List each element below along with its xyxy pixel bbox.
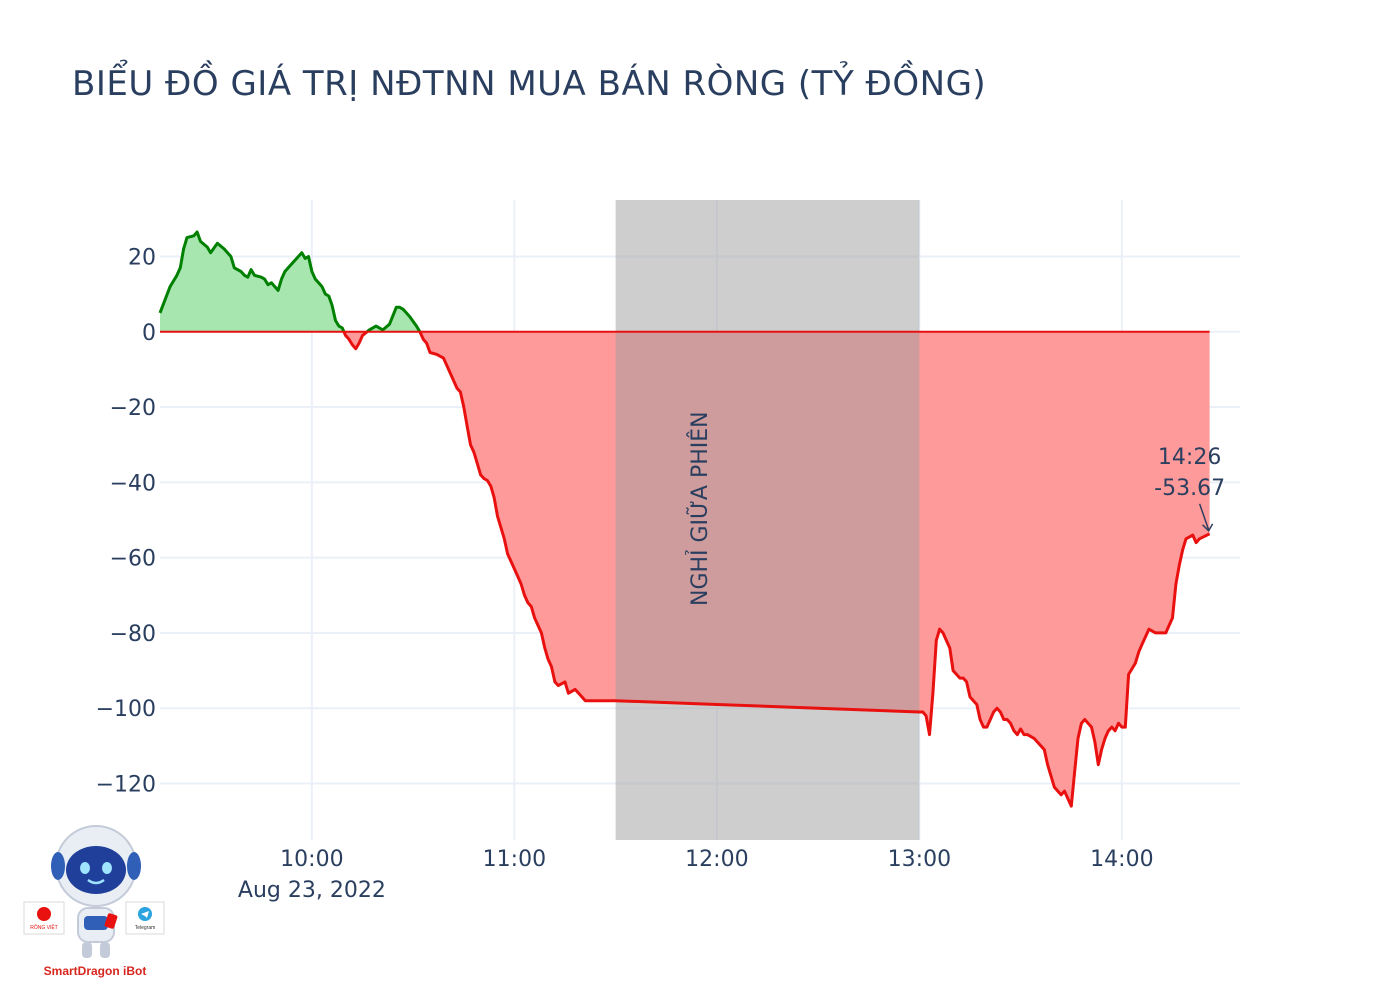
x-tick-label: 14:00 xyxy=(1090,847,1153,872)
badge-left-text: RỒNG VIỆT xyxy=(30,923,58,931)
annotation: 14:26 -53.67 xyxy=(1154,445,1225,533)
axis-ticks: 20 0 −20 −40 −60 −80 −100 −120 10:00 11:00 12:00 13… xyxy=(96,245,1154,903)
positive-series-line xyxy=(158,230,346,333)
x-tick-label: 13:00 xyxy=(888,847,951,872)
y-tick-label: 20 xyxy=(128,245,156,270)
rongviet-logo-icon xyxy=(37,907,51,921)
brand-text: SmartDragon iBot xyxy=(44,964,147,978)
positive-area xyxy=(160,232,344,332)
badge-right-text: Telegram xyxy=(135,925,156,931)
positive-series-line xyxy=(366,305,422,333)
annotation-arrowhead xyxy=(1202,523,1214,533)
negative-series-line xyxy=(418,331,1211,808)
x-tick-label: 10:00 xyxy=(280,847,343,872)
annotation-value: -53.67 xyxy=(1154,476,1225,501)
chart-title: BIỂU ĐỒ GIÁ TRỊ NĐTNN MUA BÁN RÒNG (TỶ Đ… xyxy=(72,64,987,104)
break-band: NGHỈ GIỮA PHIÊN xyxy=(615,200,920,840)
y-tick-label: 0 xyxy=(142,321,156,346)
annotation-arrow xyxy=(1198,503,1210,531)
smartdragon-logo: RỒNG VIỆT Telegram SmartDragon iBot xyxy=(23,825,165,978)
break-band-label: NGHỈ GIỮA PHIÊN xyxy=(686,411,713,606)
annotation-time: 14:26 xyxy=(1158,445,1221,470)
y-tick-label: −60 xyxy=(110,547,156,572)
x-date-label: Aug 23, 2022 xyxy=(238,878,386,903)
y-tick-label: −20 xyxy=(110,396,156,421)
y-tick-label: −120 xyxy=(96,773,156,798)
break-band-rect xyxy=(615,200,920,840)
y-tick-label: −100 xyxy=(96,697,156,722)
negative-series-line xyxy=(342,330,368,351)
robot-mascot-icon xyxy=(51,825,141,958)
x-tick-label: 11:00 xyxy=(483,847,546,872)
y-tick-label: −80 xyxy=(110,622,156,647)
x-tick-label: 12:00 xyxy=(685,847,748,872)
y-tick-label: −40 xyxy=(110,471,156,496)
series-lines xyxy=(158,230,1211,808)
